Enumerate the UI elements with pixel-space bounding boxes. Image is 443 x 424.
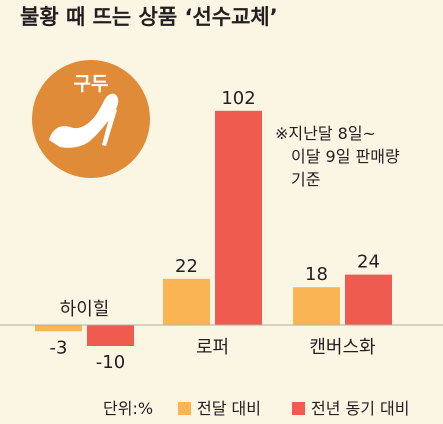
data-label: 22 [175, 256, 198, 277]
data-label: 18 [305, 264, 328, 285]
category-label: 하이힐 [60, 299, 110, 320]
legend-label-prev-year: 전년 동기 대비 [311, 399, 410, 418]
legend: 단위:% 전달 대비 전년 동기 대비 [103, 399, 410, 418]
labels-layer: -3 -10 하이힐 22 102 로퍼 18 24 캔버스화 [50, 88, 380, 373]
data-label: 102 [221, 88, 255, 109]
note-line: ※지난달 8일~ [275, 124, 376, 143]
bar [35, 325, 82, 332]
bars-layer [35, 110, 392, 346]
data-label: 24 [357, 252, 380, 273]
legend-swatch-prev-month [178, 402, 191, 415]
badge-circle [32, 60, 150, 178]
category-label: 로퍼 [196, 337, 229, 358]
legend-swatch-prev-year [292, 402, 305, 415]
note-line: 기준 [291, 170, 320, 189]
badge-label: 구두 [74, 73, 109, 95]
legend-unit: 단위:% [103, 399, 153, 418]
page-title: 불황 때 뜨는 상품 ‘선수교체’ [20, 5, 278, 29]
bar [345, 274, 392, 325]
bar [215, 110, 262, 325]
category-label: 캔버스화 [309, 337, 375, 358]
data-label: -10 [96, 352, 125, 373]
note-line: 이달 9일 판매량 [291, 147, 400, 166]
high-heel-shoe-icon [49, 93, 119, 148]
bar [163, 278, 210, 325]
bar [293, 287, 340, 325]
data-label: -3 [50, 337, 68, 358]
shoe-badge: 구두 [32, 60, 150, 178]
legend-label-prev-month: 전달 대비 [197, 399, 261, 418]
bar [87, 325, 134, 346]
note-text: ※지난달 8일~ 이달 9일 판매량 기준 [275, 124, 400, 189]
